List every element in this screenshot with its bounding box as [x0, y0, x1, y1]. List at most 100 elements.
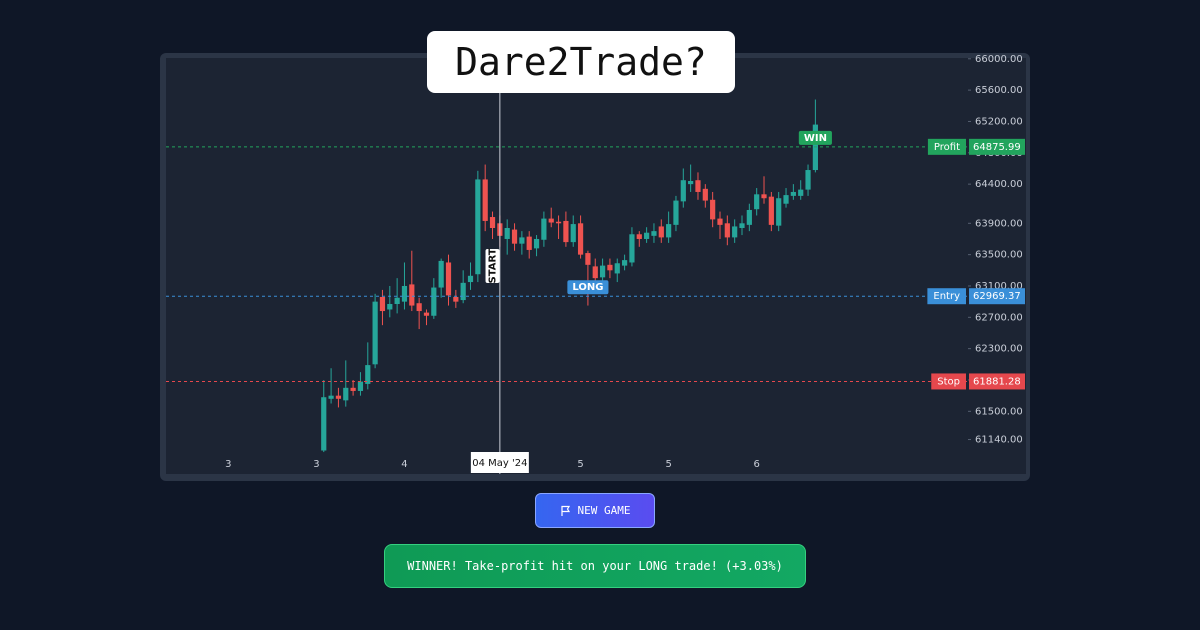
price-line-value: 62969.37: [973, 291, 1021, 302]
candle-body: [372, 301, 378, 365]
price-line-value-box: [969, 138, 1025, 155]
flag-icon: [560, 505, 570, 516]
candle-body: [321, 397, 327, 451]
candle-body: [636, 234, 642, 239]
y-tick-label: 61500.00: [975, 406, 1023, 417]
candle-body: [592, 266, 598, 279]
crosshair-label-box: [470, 452, 529, 473]
price-line-name: Profit: [934, 142, 960, 153]
candle-body: [335, 395, 342, 399]
x-tick-label: 5: [665, 459, 671, 470]
y-tick-label: 65200.00: [975, 116, 1023, 127]
y-tick-label: 66000.00: [975, 54, 1023, 65]
y-tick-label: 63500.00: [975, 250, 1023, 261]
y-tick-label: 65600.00: [975, 85, 1023, 96]
candle-body: [790, 191, 796, 196]
candle-body: [526, 236, 532, 250]
candle-body: [644, 232, 650, 239]
candle-body: [688, 180, 694, 185]
candle-body: [651, 231, 657, 236]
candle-body: [394, 297, 400, 304]
y-tick-label: 64400.00: [975, 179, 1023, 190]
price-line-value-box: [969, 373, 1025, 390]
candle-body: [732, 226, 738, 238]
candle-body: [717, 218, 723, 225]
candle-body: [350, 387, 356, 391]
price-axis: [968, 58, 1026, 474]
x-tick-label: 3: [225, 459, 231, 470]
price-line-name-box: [927, 138, 966, 155]
candle-body: [504, 228, 510, 239]
candle-body: [541, 218, 547, 240]
candle-body: [577, 223, 584, 255]
candle-body: [798, 189, 804, 196]
candle-body: [365, 365, 371, 384]
candle-body: [570, 224, 576, 243]
marker-box: [798, 130, 832, 145]
candle-body: [783, 195, 789, 204]
candle-body: [768, 196, 774, 225]
candle-body: [673, 200, 679, 225]
candle-body: [629, 234, 635, 263]
candle-body: [563, 220, 569, 243]
price-line-value-box: [969, 288, 1025, 305]
crosshair-label: 04 May '24: [472, 458, 527, 469]
candle-body: [482, 179, 488, 221]
candle-body: [658, 226, 664, 238]
price-line-name-box: [927, 288, 966, 305]
x-tick-label: 5: [577, 459, 583, 470]
x-tick-label: 4: [401, 459, 407, 470]
candle-body: [445, 262, 452, 296]
candle-body: [438, 260, 444, 288]
candle-body: [754, 194, 760, 210]
price-line-name: Entry: [933, 291, 960, 302]
candle-body: [343, 387, 349, 401]
candle-body: [489, 217, 496, 229]
candle-body: [328, 395, 334, 399]
marker-box: [485, 248, 500, 283]
candle-body: [761, 194, 767, 199]
candle-body: [475, 179, 481, 275]
candle-body: [622, 260, 628, 266]
candle-body: [599, 265, 606, 278]
candle-body: [805, 170, 811, 190]
x-tick-label: 6: [753, 459, 759, 470]
candle-body: [710, 199, 716, 220]
new-game-button[interactable]: NEW GAME: [535, 493, 655, 528]
x-tick-label: 3: [313, 459, 319, 470]
plot-area: [166, 58, 968, 474]
result-banner: WINNER! Take-profit hit on your LONG tra…: [384, 544, 806, 588]
candle-body: [746, 209, 752, 225]
marker-label: START: [488, 248, 499, 283]
candle-body: [724, 223, 730, 238]
y-tick-label: 63900.00: [975, 218, 1023, 229]
candle-body: [423, 312, 430, 316]
marker-label: LONG: [572, 282, 603, 293]
candle-body: [519, 237, 525, 244]
candle-body: [511, 229, 518, 244]
candle-body: [467, 275, 474, 283]
y-tick-label: 62700.00: [975, 312, 1023, 323]
candle-body: [533, 238, 540, 249]
button-label: NEW GAME: [577, 504, 631, 517]
candle-body: [585, 253, 591, 265]
candle-body: [416, 303, 422, 312]
candle-body: [460, 282, 466, 301]
candle-body: [776, 198, 782, 226]
candle-body: [607, 264, 613, 271]
price-line-name-box: [931, 373, 966, 390]
marker-label: WIN: [804, 133, 827, 144]
price-line-value: 64875.99: [973, 142, 1021, 153]
candle-body: [548, 218, 554, 223]
candle-body: [555, 221, 562, 224]
candle-body: [739, 223, 745, 229]
price-line-value: 61881.28: [973, 376, 1021, 387]
candle-body: [357, 381, 364, 391]
candle-body: [695, 180, 701, 192]
candle-body: [614, 263, 620, 274]
candle-body: [379, 296, 386, 312]
marker-box: [567, 280, 609, 295]
